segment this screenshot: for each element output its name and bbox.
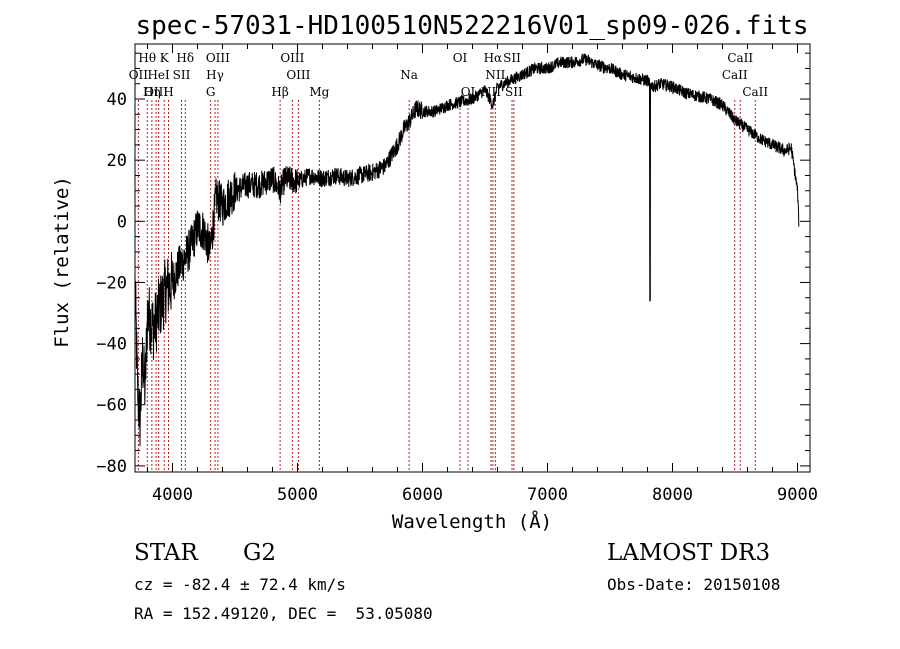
x-axis-label: Wavelength (Å) xyxy=(392,510,552,533)
line-label-oiii: OIII xyxy=(280,51,304,65)
axes: 4000 5000 6000 7000 8000 9000 −80 −60 −40 −20 0 20 4… xyxy=(96,44,818,505)
x-tick-label-5000: 5000 xyxy=(277,485,318,505)
line-label-caii: CaII xyxy=(722,68,748,82)
y-tick-label--80: −80 xyxy=(96,457,127,477)
y-tick-label-0: 0 xyxy=(117,212,127,232)
line-label-oi: OI xyxy=(453,51,468,65)
line-label-caii: CaII xyxy=(727,51,753,65)
line-label-oiii: OIII xyxy=(286,68,310,82)
line-label-mg: Mg xyxy=(309,85,329,99)
line-label-nii: NII xyxy=(485,68,505,82)
x-tick-label-4000: 4000 xyxy=(152,485,193,505)
line-label-hβ: Hβ xyxy=(271,85,288,99)
line-label-oii: OII xyxy=(129,68,149,82)
y-axis-label: Flux (relative) xyxy=(51,176,73,348)
y-tick-label--20: −20 xyxy=(96,273,127,293)
chart-title: spec-57031-HD100510N522216V01_sp09-026.f… xyxy=(135,11,808,41)
y-tick-label--60: −60 xyxy=(96,396,127,416)
x-tick-label-9000: 9000 xyxy=(777,485,818,505)
line-label-oiii: OIII xyxy=(206,51,230,65)
spectrum-series xyxy=(134,53,800,447)
coordinates: RA = 152.49120, DEC = 53.05080 xyxy=(134,604,433,623)
line-label-hγ: Hγ xyxy=(206,68,224,82)
line-label-g: G xyxy=(206,85,216,99)
y-tick-label--40: −40 xyxy=(96,335,127,355)
line-label-na: Na xyxy=(400,68,418,82)
line-label-hδ: Hδ xyxy=(176,51,194,65)
line-label-sii: SII xyxy=(503,51,521,65)
plot-frame xyxy=(134,43,811,473)
line-label-sii: SII xyxy=(173,68,191,82)
line-label-hei: HeI xyxy=(147,68,170,82)
line-label-h: H xyxy=(163,85,173,99)
x-tick-label-7000: 7000 xyxy=(527,485,568,505)
object-subclass: G2 xyxy=(243,540,277,566)
object-class: STAR xyxy=(134,540,198,566)
line-label-k: K xyxy=(160,51,170,65)
line-label-sii: SII xyxy=(505,85,523,99)
line-label-hα: Hα xyxy=(484,51,503,65)
observation-date: Obs-Date: 20150108 xyxy=(607,575,781,594)
y-tick-label-40: 40 xyxy=(107,90,127,110)
x-tick-label-6000: 6000 xyxy=(402,485,443,505)
y-tick-label-20: 20 xyxy=(107,151,127,171)
x-tick-label-8000: 8000 xyxy=(652,485,693,505)
redshift-cz: cz = -82.4 ± 72.4 km/s xyxy=(134,575,346,594)
spectrum-line xyxy=(134,53,800,447)
survey-name: LAMOST DR3 xyxy=(607,540,771,566)
line-label-oiii: OIII xyxy=(144,85,168,99)
line-label-hθ: Hθ xyxy=(138,51,156,65)
line-label-hη: Hη xyxy=(143,85,161,99)
line-label-caii: CaII xyxy=(742,85,768,99)
